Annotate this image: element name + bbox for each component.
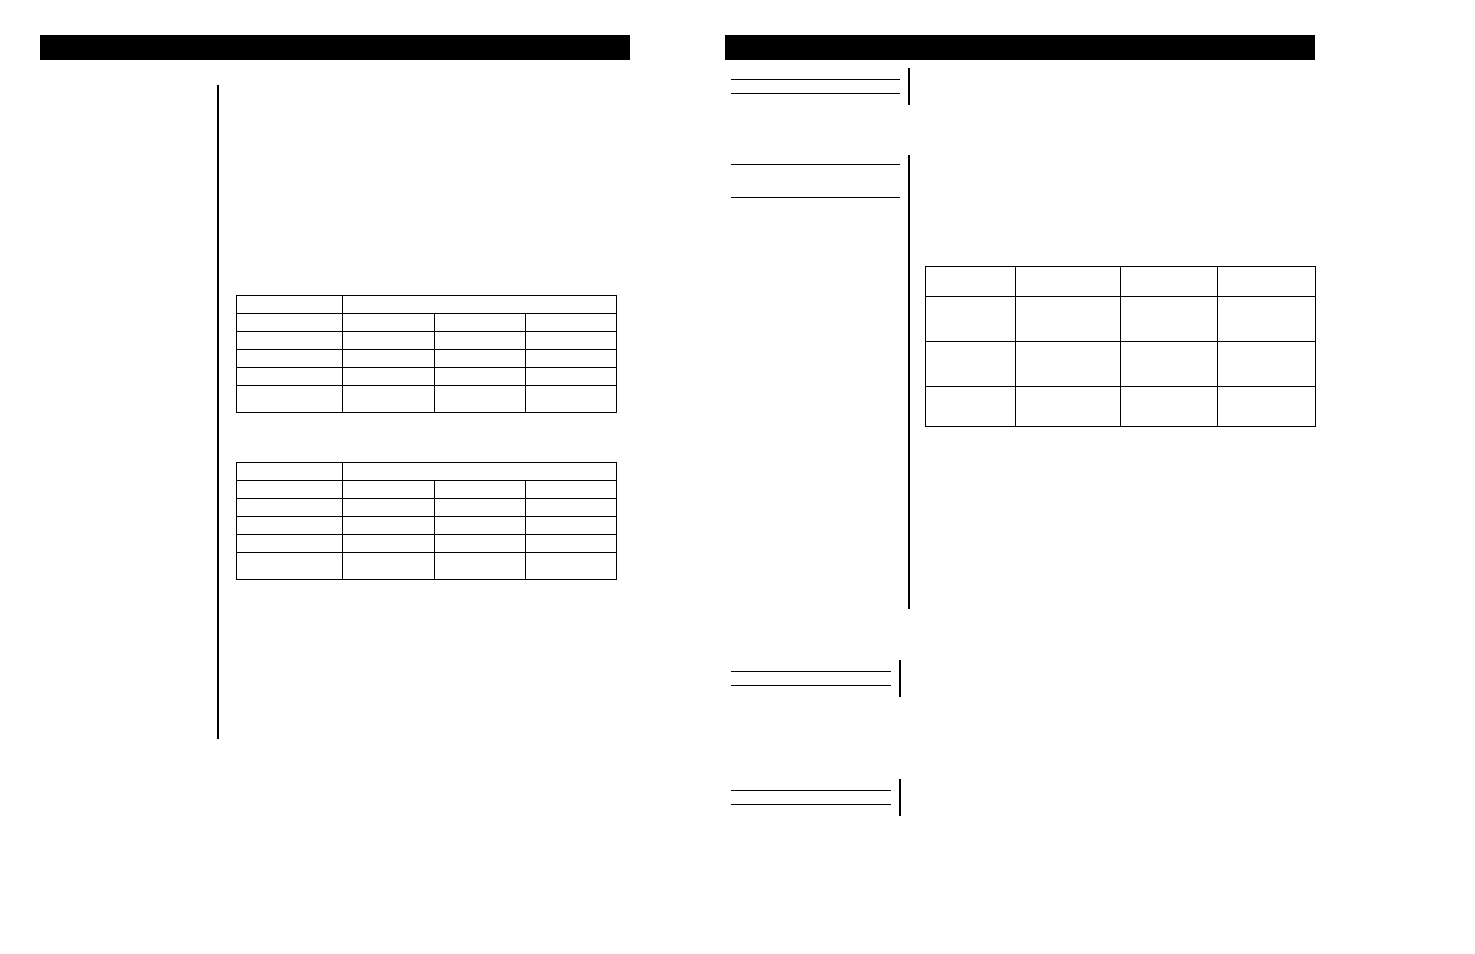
table-cell	[237, 499, 343, 517]
table-cell	[237, 481, 343, 499]
r-h4	[731, 197, 900, 198]
r-h6	[731, 685, 891, 686]
table-cell	[434, 368, 525, 386]
table-cell	[237, 386, 343, 413]
r-h5	[731, 671, 891, 672]
table-cell	[1218, 267, 1316, 297]
table-cell	[434, 535, 525, 553]
table-cell	[926, 297, 1016, 342]
table-cell	[525, 332, 616, 350]
table-cell	[237, 517, 343, 535]
table-row	[926, 387, 1316, 427]
table-cell	[237, 296, 343, 314]
table-cell	[1218, 297, 1316, 342]
table-cell	[343, 463, 617, 481]
table-cell	[1015, 267, 1120, 297]
table-row	[237, 499, 617, 517]
table-cell	[343, 314, 434, 332]
table-cell	[343, 499, 434, 517]
table-cell	[237, 463, 343, 481]
table-cell	[343, 535, 434, 553]
r-h8	[731, 804, 891, 805]
right-col-divider1	[908, 68, 910, 105]
table-cell	[343, 517, 434, 535]
r-h3	[731, 164, 900, 165]
table-cell	[237, 314, 343, 332]
table-cell	[434, 332, 525, 350]
right-header-bar	[725, 35, 1315, 60]
right-col-divider2	[908, 155, 910, 609]
table-row	[237, 314, 617, 332]
table-cell	[926, 342, 1016, 387]
table-cell	[525, 386, 616, 413]
table-cell	[1120, 387, 1218, 427]
table-cell	[1015, 342, 1120, 387]
table-row	[237, 517, 617, 535]
table-cell	[525, 517, 616, 535]
table-cell	[237, 332, 343, 350]
table-cell	[1120, 267, 1218, 297]
table-cell	[343, 350, 434, 368]
table-cell	[434, 350, 525, 368]
table-cell	[343, 296, 617, 314]
r-h7	[731, 790, 891, 791]
table-cell	[343, 368, 434, 386]
table-cell	[434, 481, 525, 499]
table-cell	[525, 535, 616, 553]
table-cell	[1015, 387, 1120, 427]
table-cell	[343, 481, 434, 499]
table-cell	[343, 553, 434, 580]
table-cell	[525, 350, 616, 368]
table-cell	[525, 553, 616, 580]
table-row	[237, 368, 617, 386]
table-row	[237, 350, 617, 368]
left-header-bar	[40, 35, 630, 60]
right-col-divider4	[899, 779, 901, 816]
table-row	[237, 535, 617, 553]
table-cell	[525, 499, 616, 517]
table-row	[926, 297, 1316, 342]
right-col-divider3	[899, 660, 901, 697]
table-row	[237, 386, 617, 413]
table-cell	[343, 386, 434, 413]
table-cell	[926, 387, 1016, 427]
table-row	[237, 481, 617, 499]
table-row	[237, 463, 617, 481]
left-table-2	[236, 462, 617, 580]
table-cell	[434, 517, 525, 535]
r-h2	[731, 93, 900, 94]
table-cell	[237, 553, 343, 580]
table-cell	[237, 368, 343, 386]
table-cell	[343, 332, 434, 350]
right-table	[925, 266, 1316, 427]
table-cell	[926, 267, 1016, 297]
table-cell	[237, 535, 343, 553]
table-cell	[1015, 297, 1120, 342]
table-cell	[434, 314, 525, 332]
table-cell	[237, 350, 343, 368]
table-cell	[1120, 342, 1218, 387]
left-table-1	[236, 295, 617, 413]
table-cell	[525, 314, 616, 332]
table-cell	[1218, 387, 1316, 427]
table-cell	[1120, 297, 1218, 342]
table-cell	[525, 481, 616, 499]
table-row	[237, 553, 617, 580]
table-cell	[1218, 342, 1316, 387]
table-row	[237, 296, 617, 314]
table-row	[237, 332, 617, 350]
table-cell	[434, 499, 525, 517]
table-row	[926, 342, 1316, 387]
table-cell	[434, 553, 525, 580]
table-cell	[525, 368, 616, 386]
table-cell	[434, 386, 525, 413]
left-col-divider	[217, 85, 219, 739]
table-row	[926, 267, 1316, 297]
r-h1	[731, 79, 900, 80]
